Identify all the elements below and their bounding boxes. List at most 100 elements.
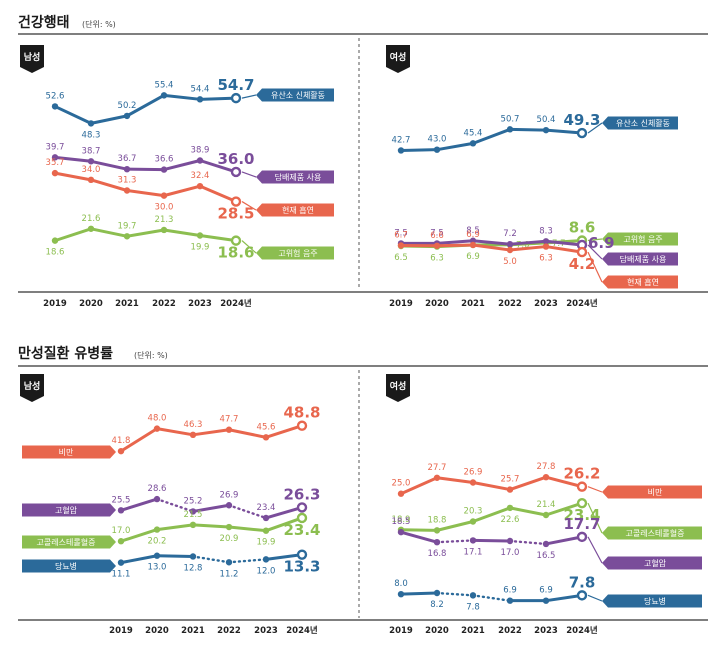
x-tick-label: 2023 bbox=[534, 299, 558, 309]
data-label: 30.0 bbox=[155, 203, 174, 213]
data-label: 42.7 bbox=[392, 135, 411, 145]
section-title-chronic-disease: 만성질환 유병률 bbox=[18, 345, 113, 362]
section-unit-chronic-disease: (단위: %) bbox=[134, 350, 168, 360]
series-line-segment bbox=[164, 230, 200, 236]
data-point bbox=[543, 597, 549, 603]
series-line-segment bbox=[401, 150, 437, 151]
data-point bbox=[161, 92, 167, 98]
data-point-end bbox=[232, 94, 240, 102]
data-point bbox=[197, 157, 203, 163]
series-name: 고혈압 bbox=[55, 505, 78, 515]
data-label: 18.6 bbox=[46, 248, 65, 258]
data-label: 11.2 bbox=[220, 569, 239, 579]
data-point bbox=[226, 524, 232, 530]
series-tag: 비만 bbox=[588, 486, 702, 499]
data-label: 52.6 bbox=[46, 91, 65, 101]
data-label: 25.0 bbox=[392, 479, 411, 489]
series-line-segment bbox=[55, 229, 91, 241]
data-point bbox=[507, 486, 513, 492]
series-line-segment bbox=[437, 245, 473, 246]
data-point bbox=[197, 96, 203, 102]
section-title-health-behavior: 건강행태 bbox=[18, 14, 70, 31]
series-name: 당뇨병 bbox=[644, 596, 666, 606]
x-tick-label: 2020 bbox=[425, 299, 449, 309]
series-tag-leader bbox=[588, 595, 602, 601]
data-label: 13.0 bbox=[148, 563, 167, 573]
data-point bbox=[197, 183, 203, 189]
series-line-segment bbox=[193, 556, 229, 562]
data-point bbox=[226, 427, 232, 433]
data-label-latest: 28.5 bbox=[217, 205, 254, 223]
data-point-end bbox=[578, 483, 586, 491]
data-label: 32.4 bbox=[191, 171, 210, 181]
data-label: 48.0 bbox=[148, 414, 167, 424]
data-label: 36.6 bbox=[155, 155, 174, 165]
data-point-end bbox=[578, 533, 586, 541]
data-point bbox=[543, 541, 549, 547]
series-name: 유산소 신체활동 bbox=[271, 90, 325, 100]
data-label: 6.3 bbox=[539, 254, 553, 264]
data-point bbox=[470, 479, 476, 485]
x-tick-label: 2024년 bbox=[566, 625, 598, 636]
series-name: 담배제품 사용 bbox=[620, 254, 667, 264]
data-label: 48.3 bbox=[82, 130, 101, 140]
x-tick-label: 2022 bbox=[217, 626, 241, 636]
data-point bbox=[398, 491, 404, 497]
data-label: 34.0 bbox=[82, 165, 101, 175]
series-name: 비만 bbox=[59, 448, 74, 457]
series-tag: 당뇨병 bbox=[22, 560, 116, 573]
series-line-segment bbox=[157, 556, 193, 557]
data-label: 17.0 bbox=[112, 526, 131, 536]
x-tick-label: 2020 bbox=[79, 299, 103, 309]
data-label: 25.2 bbox=[184, 496, 203, 506]
series-name: 고콜레스테롤혈증 bbox=[37, 537, 96, 547]
data-label: 21.4 bbox=[537, 500, 556, 510]
data-point bbox=[434, 527, 440, 533]
data-point bbox=[161, 192, 167, 198]
series-line-segment bbox=[437, 241, 473, 244]
data-label-latest: 17.7 bbox=[563, 515, 600, 533]
data-label: 19.7 bbox=[118, 221, 137, 231]
data-point bbox=[154, 496, 160, 502]
data-label: 20.9 bbox=[220, 534, 239, 544]
data-label: 35.7 bbox=[46, 158, 65, 168]
data-point bbox=[507, 597, 513, 603]
series-tag-leader bbox=[242, 95, 256, 98]
data-label: 26.9 bbox=[220, 490, 239, 500]
data-label: 6.9 bbox=[466, 230, 480, 240]
x-tick-label: 2022 bbox=[152, 299, 176, 309]
data-label: 47.7 bbox=[220, 415, 239, 425]
series-line-segment bbox=[437, 478, 473, 483]
data-label: 6.3 bbox=[430, 254, 444, 264]
series-tag-leader bbox=[242, 172, 256, 177]
data-point-end bbox=[578, 129, 586, 137]
data-label: 19.9 bbox=[191, 243, 210, 253]
data-label: 6.6 bbox=[430, 231, 444, 241]
data-point bbox=[507, 241, 513, 247]
series-tag: 유산소 신체활동 bbox=[242, 89, 334, 102]
series-line-segment bbox=[401, 530, 437, 531]
data-label: 6.5 bbox=[394, 253, 408, 263]
series-tag: 고콜레스테롤혈증 bbox=[22, 536, 116, 549]
data-point bbox=[52, 103, 58, 109]
series-line-segment bbox=[164, 95, 200, 99]
data-label: 6.9 bbox=[539, 586, 553, 596]
data-label: 17.0 bbox=[501, 548, 520, 558]
data-label: 45.4 bbox=[464, 128, 483, 138]
data-label: 5.0 bbox=[503, 257, 517, 267]
data-label: 18.5 bbox=[392, 517, 411, 527]
data-point bbox=[263, 556, 269, 562]
data-label: 46.3 bbox=[184, 420, 203, 430]
x-tick-label: 2022 bbox=[498, 299, 522, 309]
series-name: 현재 흡연 bbox=[282, 205, 314, 215]
data-point bbox=[543, 243, 549, 249]
series-line-segment bbox=[437, 540, 473, 542]
data-label: 50.2 bbox=[118, 101, 137, 111]
x-tick-label: 2019 bbox=[109, 626, 133, 636]
series-name: 현재 흡연 bbox=[627, 277, 659, 287]
data-label: 16.8 bbox=[428, 549, 447, 559]
data-label: 12.8 bbox=[184, 563, 203, 573]
data-label: 25.7 bbox=[501, 475, 520, 485]
svg-text:여성: 여성 bbox=[390, 51, 407, 63]
